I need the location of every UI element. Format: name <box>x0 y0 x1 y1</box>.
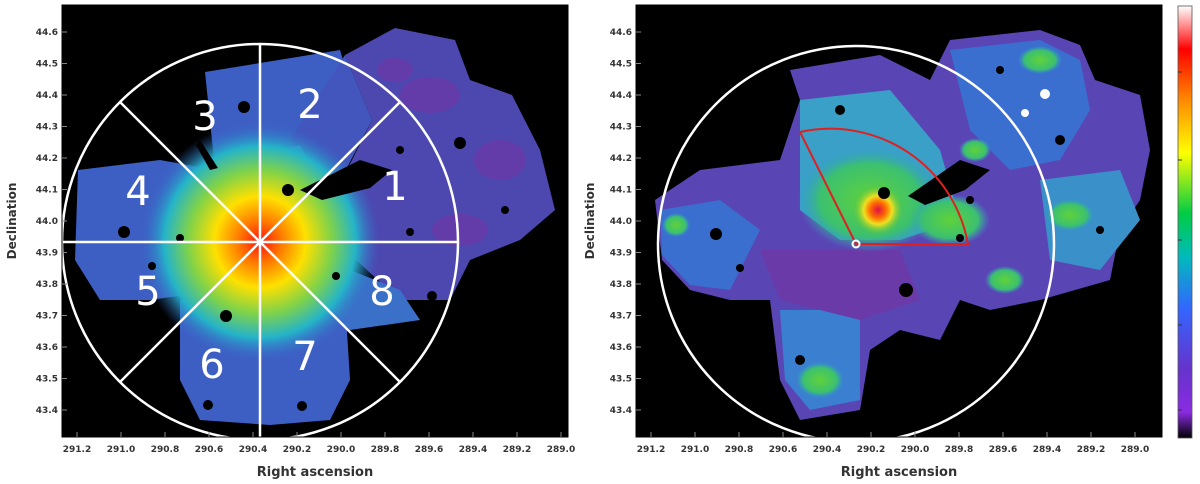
sector-label-6: 6 <box>199 342 224 388</box>
y-tick-label: 44.2 <box>36 154 58 164</box>
y-tick-label: 44.4 <box>36 91 58 101</box>
x-tick-label: 290.0 <box>901 445 929 455</box>
x-tick-label: 290.8 <box>725 445 753 455</box>
sector-region-outline <box>798 127 970 245</box>
x-tick-label: 290.4 <box>813 445 841 455</box>
right-peak-hotspot <box>852 184 904 236</box>
x-tick-label: 290.4 <box>239 445 267 455</box>
left-panel: 1 2 3 4 5 6 7 8 291.2 291.0 290.8 290.6 290.… <box>5 4 575 480</box>
colorbar <box>1177 5 1193 439</box>
y-tick-label: 43.9 <box>610 249 632 259</box>
sector-label-2: 2 <box>297 82 322 128</box>
right-panel: 291.2 291.0 290.8 290.6 290.4 290.2 290.0 289.8… <box>583 4 1163 480</box>
x-tick-label: 289.2 <box>503 445 531 455</box>
right-extraction-circle <box>656 44 1056 444</box>
right-y-ticks: 44.6 44.5 44.4 44.3 44.2 44.1 44.0 43.9 43.8 43.7… <box>610 28 641 416</box>
y-tick-label: 44.5 <box>610 60 632 70</box>
x-tick-label: 291.2 <box>637 445 665 455</box>
left-purple-patches <box>377 58 526 246</box>
y-tick-label: 43.4 <box>36 406 58 416</box>
left-chip-gap <box>300 160 392 200</box>
x-tick-label: 290.8 <box>151 445 179 455</box>
x-tick-label: 289.6 <box>415 445 443 455</box>
y-tick-label: 44.0 <box>610 217 632 227</box>
y-tick-label: 44.4 <box>610 91 632 101</box>
y-tick-label: 43.7 <box>36 312 58 322</box>
y-tick-label: 44.3 <box>610 123 632 133</box>
y-tick-label: 44.3 <box>36 123 58 133</box>
x-tick-label: 290.6 <box>769 445 797 455</box>
sector-labels: 1 2 3 4 5 6 7 8 <box>125 82 407 388</box>
y-tick-label: 43.7 <box>610 312 632 322</box>
colorbar-gradient <box>1177 5 1193 439</box>
x-tick-label: 289.8 <box>945 445 973 455</box>
sector-label-8: 8 <box>369 269 394 315</box>
y-tick-label: 44.6 <box>610 28 632 38</box>
x-tick-label: 291.0 <box>681 445 709 455</box>
x-tick-label: 290.6 <box>195 445 223 455</box>
right-emission-blobs <box>662 46 1094 398</box>
right-x-axis-label: Right ascension <box>841 465 957 480</box>
y-tick-label: 44.0 <box>36 217 58 227</box>
x-tick-label: 289.0 <box>1121 445 1149 455</box>
x-tick-label: 289.4 <box>459 445 487 455</box>
y-tick-label: 44.2 <box>610 154 632 164</box>
sector-label-1: 1 <box>382 164 407 210</box>
sector-label-5: 5 <box>135 269 160 315</box>
right-masked-sources <box>710 66 1104 384</box>
x-tick-label: 289.0 <box>547 445 575 455</box>
y-tick-label: 43.8 <box>610 280 632 290</box>
x-tick-label: 290.2 <box>283 445 311 455</box>
y-tick-label: 44.5 <box>36 60 58 70</box>
y-tick-label: 43.5 <box>610 375 632 385</box>
x-tick-label: 289.8 <box>371 445 399 455</box>
y-tick-label: 43.4 <box>610 406 632 416</box>
y-tick-label: 44.6 <box>36 28 58 38</box>
x-tick-label: 289.6 <box>989 445 1017 455</box>
y-tick-label: 44.1 <box>610 186 632 196</box>
right-x-ticks: 291.2 291.0 290.8 290.6 290.4 290.2 290.0 289.8… <box>637 432 1149 455</box>
y-tick-label: 43.8 <box>36 280 58 290</box>
x-tick-label: 289.2 <box>1077 445 1105 455</box>
colorbar-ticks <box>1178 71 1182 411</box>
right-chip-gap <box>908 160 990 205</box>
right-y-axis-label: Declination <box>583 183 597 260</box>
y-tick-label: 43.6 <box>610 343 632 353</box>
x-tick-label: 290.0 <box>327 445 355 455</box>
sector-label-3: 3 <box>192 94 217 140</box>
y-tick-label: 43.9 <box>36 249 58 259</box>
sector-label-4: 4 <box>125 169 150 215</box>
left-sector-overlay <box>60 42 460 442</box>
y-tick-label: 43.6 <box>36 343 58 353</box>
y-tick-label: 43.5 <box>36 375 58 385</box>
y-tick-label: 44.1 <box>36 186 58 196</box>
left-x-axis-label: Right ascension <box>257 465 373 480</box>
x-tick-label: 291.2 <box>63 445 91 455</box>
sector-label-7: 7 <box>292 334 317 380</box>
center-marker <box>851 239 861 249</box>
left-chip-gap-2 <box>196 140 218 170</box>
left-y-axis-label: Declination <box>5 183 19 260</box>
left-x-ticks: 291.2 291.0 290.8 290.6 290.4 290.2 290.0 289.8… <box>63 432 575 455</box>
right-image <box>655 30 1150 420</box>
x-tick-label: 290.2 <box>857 445 885 455</box>
left-y-ticks: 44.6 44.5 44.4 44.3 44.2 44.1 44.0 43.9 43.8 43.7… <box>36 28 67 416</box>
x-tick-label: 291.0 <box>107 445 135 455</box>
x-tick-label: 289.4 <box>1033 445 1061 455</box>
